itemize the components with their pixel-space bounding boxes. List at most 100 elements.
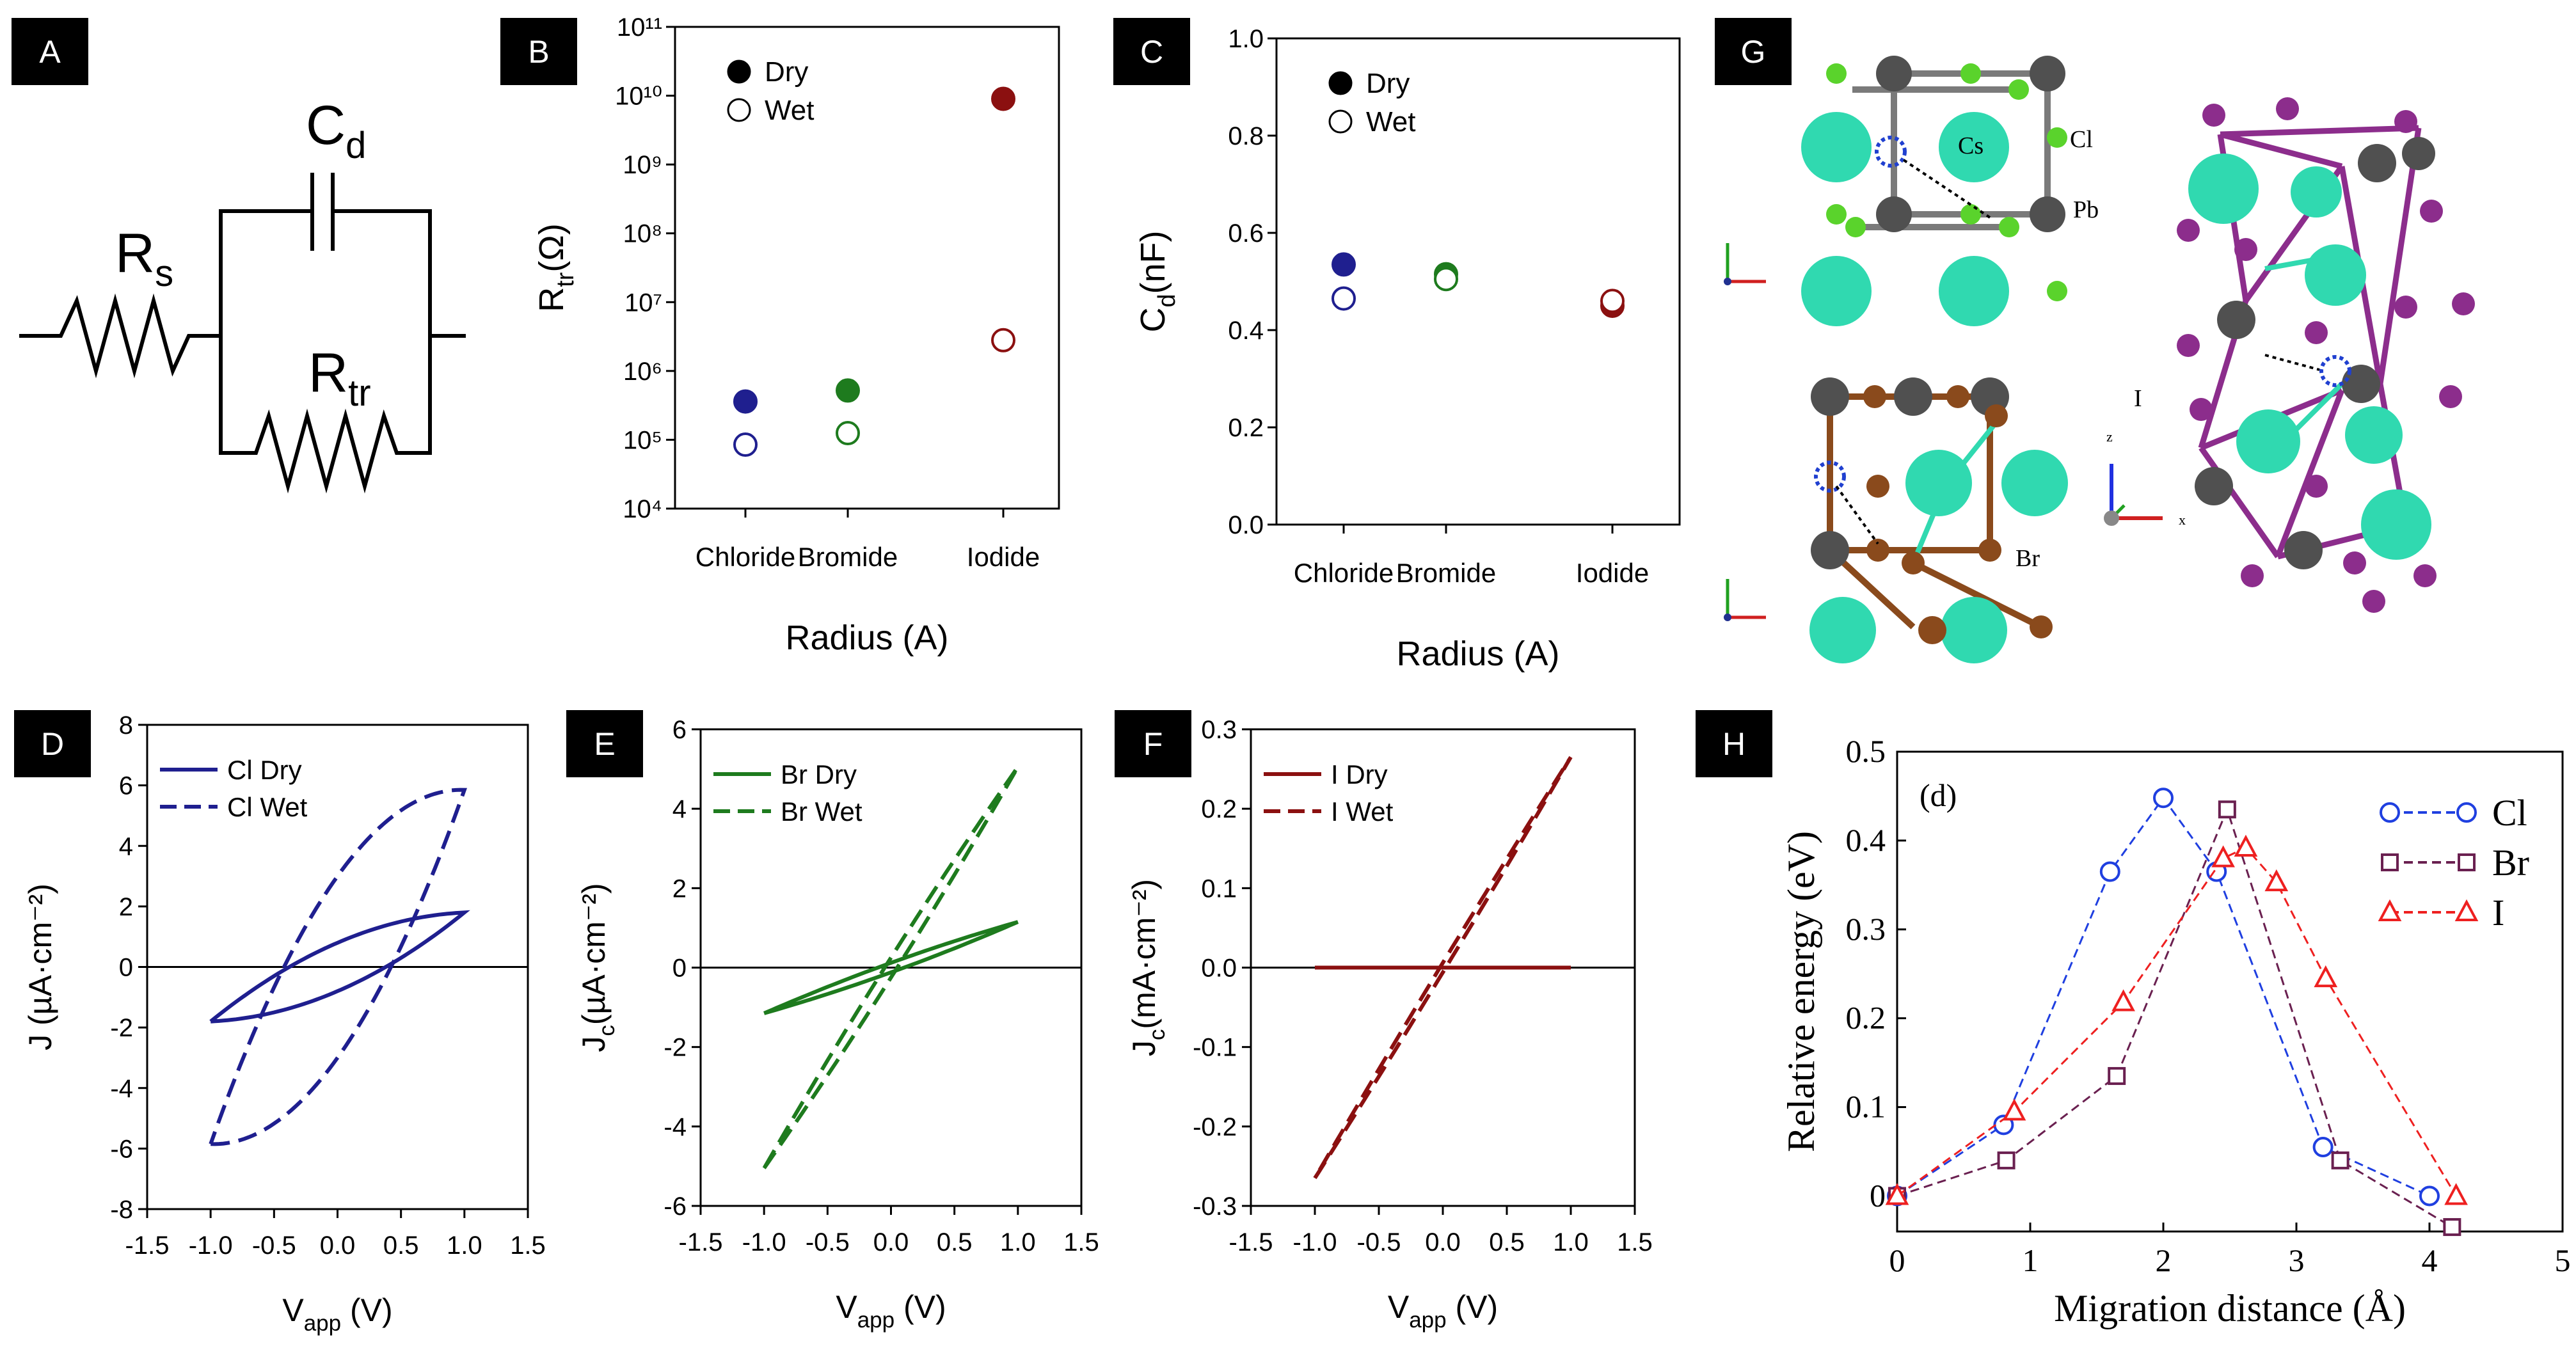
legend-marker <box>2380 802 2400 823</box>
y-tick-label: 0.2 <box>1846 1000 1886 1036</box>
svg-text:x: x <box>2179 512 2186 528</box>
panel-a: A Rs Cd Rtr <box>12 18 466 494</box>
chart-e: -1.5 -1.0 -0.5 0.0 0.5 1.0 1.5 -6 -4 -2 0 2 4 6 Vapp (… <box>576 716 1099 1333</box>
x-tick-label: 0.0 <box>873 1228 909 1256</box>
x-tick-label: 0 <box>1889 1242 1905 1278</box>
y-tick-label: 2 <box>672 875 687 903</box>
panel-h-label: H <box>1722 726 1745 762</box>
y-tick-label: -0.2 <box>1193 1113 1237 1141</box>
y-tick-label: -2 <box>664 1034 687 1062</box>
panel-e-label-box <box>566 710 643 777</box>
legend-label: I Dry <box>1331 759 1388 789</box>
y-tick-label: 0.2 <box>1228 414 1264 442</box>
data-point-i <box>2444 1183 2468 1205</box>
x-tick-label: 0.5 <box>937 1228 973 1256</box>
y-tick-label: 0.0 <box>1228 511 1264 539</box>
i-structure: I z x <box>2104 97 2475 613</box>
series-line-i <box>1896 846 2457 1197</box>
x-tick-label: -0.5 <box>252 1231 296 1260</box>
y-tick-label: -6 <box>664 1192 687 1221</box>
panel-annotation: (d) <box>1920 777 1957 813</box>
data-point-br <box>2443 1218 2461 1237</box>
data-point-i <box>2314 965 2338 988</box>
x-axis-label: Migration distance (Å) <box>2054 1287 2406 1329</box>
upper-branch-wire <box>219 209 466 338</box>
panel-d-label-box <box>14 710 91 777</box>
series-line-cl <box>1896 796 2430 1197</box>
atom-label-i: I <box>2134 385 2142 412</box>
y-tick-label: 0 <box>1870 1177 1886 1213</box>
y-tick-label: 10⁷ <box>624 289 662 317</box>
data-point-cl <box>2099 861 2120 882</box>
legend-marker <box>2454 899 2479 921</box>
data-point-i <box>2002 1098 2026 1121</box>
data-point-cl <box>2153 788 2174 809</box>
loop-br-dry <box>763 920 1019 1015</box>
legend-label: Wet <box>765 95 814 126</box>
series-line-br <box>1896 806 2453 1228</box>
plot-frame <box>674 26 1060 510</box>
x-tick-label: Chloride <box>1294 558 1394 588</box>
x-tick-label: 1.0 <box>1000 1228 1036 1256</box>
x-tick-label: 0.5 <box>1489 1228 1525 1256</box>
panel-f-label-box <box>1115 710 1191 777</box>
legend-label: Br Wet <box>781 796 863 827</box>
legend-marker <box>2458 853 2476 871</box>
x-tick-label: Bromide <box>798 542 898 572</box>
i-atoms <box>2177 97 2475 613</box>
data-point-br <box>2108 1066 2126 1085</box>
legend-marker <box>2378 899 2402 921</box>
y-axis-label: Jc(mA·cm⁻²) <box>1126 879 1170 1056</box>
y-tick-label: 2 <box>119 893 133 921</box>
legend-label: Br <box>2492 842 2529 883</box>
y-tick-label: 0.8 <box>1228 122 1264 150</box>
panel-f: F -1.5 -1.0 -0.5 0.0 0.5 1.0 1.5 -0.3 -0.2 -0.1 0.… <box>1115 710 1653 1333</box>
x-axis-label: Radius (A) <box>1396 635 1559 673</box>
y-tick-label: -0.3 <box>1193 1192 1237 1221</box>
panel-c-label: C <box>1140 34 1163 70</box>
y-tick-label: 0.4 <box>1846 822 1886 858</box>
y-tick-label: 0.3 <box>1201 716 1237 744</box>
svg-text:z: z <box>2106 429 2113 445</box>
panel-a-label-box <box>12 18 88 85</box>
data-point-i <box>2111 989 2135 1011</box>
x-tick-label: 2 <box>2156 1242 2172 1278</box>
atom-label-cl: Cl <box>2070 126 2093 153</box>
data-point-cl <box>2312 1137 2334 1158</box>
y-tick-label: 1.0 <box>1228 25 1264 53</box>
panel-g-label: G <box>1741 34 1766 70</box>
panel-g-label-box <box>1715 18 1792 85</box>
x-tick-label: -1.0 <box>189 1231 233 1260</box>
y-tick-label: 4 <box>119 832 133 860</box>
chart-c: 0.0 0.2 0.4 0.6 0.8 1.0 Chloride Bromide Iodide R… <box>1134 25 1681 673</box>
legend-label: Cl Dry <box>227 755 302 785</box>
panel-g: G Cs Cl Pb <box>1715 18 2475 663</box>
chart-b: 10⁴ 10⁵ 10⁶ 10⁷ 10⁸ 10⁹ 10¹⁰ 10¹¹ Chloride Bromid… <box>532 13 1060 657</box>
data-point-i <box>2234 834 2258 857</box>
y-tick-label: -2 <box>110 1014 133 1042</box>
panel-b-label: B <box>528 34 549 70</box>
panel-e: E -1.5 -1.0 -0.5 0.0 0.5 1.0 1.5 -6 -4 -2 0 2 4 6 Vapp… <box>566 710 1099 1333</box>
panel-a-label: A <box>39 34 61 70</box>
data-point-br <box>1997 1151 2015 1169</box>
loop-cl-dry <box>209 910 470 1024</box>
panel-h: H 0 1 2 3 4 5 0 0.1 0.2 0.3 0.4 0.5 Migration distan… <box>1696 710 2571 1329</box>
data-point-dry <box>836 378 860 403</box>
x-tick-label: Iodide <box>1576 558 1649 588</box>
x-tick-label: -1.5 <box>125 1231 170 1260</box>
legend-label: Cl <box>2492 792 2527 834</box>
x-tick-label: 0.5 <box>383 1231 419 1260</box>
x-tick-label: 0.0 <box>320 1231 356 1260</box>
cd-label: Cd <box>306 95 366 166</box>
y-tick-label: 8 <box>119 711 133 740</box>
equivalent-circuit <box>19 173 466 494</box>
legend-marker <box>1328 71 1353 95</box>
legend-label: Br Dry <box>781 759 857 789</box>
y-tick-label: 0.4 <box>1228 317 1264 345</box>
x-tick-label: 0.0 <box>1425 1228 1461 1256</box>
plot-frame <box>1275 37 1681 526</box>
y-tick-label: 0.1 <box>1201 875 1237 903</box>
legend-label: Dry <box>1366 68 1410 99</box>
panel-b: B 10⁴ 10⁵ 10⁶ 10⁷ 10⁸ 10⁹ 10¹⁰ 10¹¹ Chloride Brom… <box>500 13 1060 657</box>
